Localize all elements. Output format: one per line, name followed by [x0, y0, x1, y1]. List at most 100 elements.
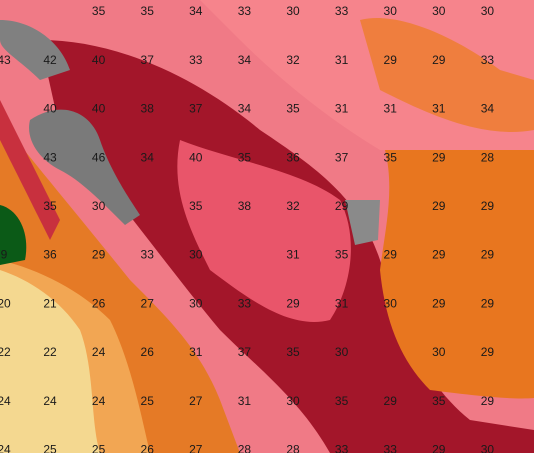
temperature-label: 29 — [481, 248, 495, 262]
temperature-label: 34 — [189, 4, 203, 18]
temperature-label: 46 — [92, 150, 106, 164]
temperature-label: 28 — [238, 442, 252, 453]
temperature-label: 29 — [286, 296, 300, 310]
temperature-label: 35 — [92, 4, 106, 18]
temperature-label: 31 — [238, 394, 252, 408]
temperature-label: 37 — [335, 150, 349, 164]
temperature-label: 24 — [0, 442, 11, 453]
pacific-coolest — [0, 270, 100, 453]
temperature-label: 37 — [141, 53, 155, 67]
temperature-label: 35 — [335, 248, 349, 262]
temperature-label: 34 — [481, 102, 495, 116]
gulf-of-mexico — [380, 150, 534, 399]
temperature-label: 33 — [481, 53, 495, 67]
temperature-label: 20 — [0, 296, 11, 310]
temperature-label: 32 — [286, 53, 300, 67]
temperature-label: 37 — [189, 102, 203, 116]
temperature-label: 26 — [141, 442, 155, 453]
temperature-label: 25 — [141, 394, 155, 408]
temperature-label: 9 — [1, 248, 8, 262]
temperature-label: 30 — [189, 296, 203, 310]
temperature-label: 36 — [43, 248, 57, 262]
gray-patch — [29, 109, 141, 225]
temperature-label: 31 — [335, 102, 349, 116]
temperature-label: 33 — [384, 442, 398, 453]
temperature-label: 25 — [92, 442, 106, 453]
temperature-label: 40 — [189, 150, 203, 164]
temperature-label: 35 — [141, 4, 155, 18]
temperature-label: 29 — [481, 199, 495, 213]
temperature-label: 35 — [286, 345, 300, 359]
temperature-label: 29 — [432, 248, 446, 262]
temperature-label: 29 — [432, 442, 446, 453]
temperature-label: 33 — [141, 248, 155, 262]
temperature-label: 43 — [0, 53, 11, 67]
temperature-label: 33 — [238, 296, 252, 310]
temperature-label: 35 — [432, 394, 446, 408]
temperature-label: 35 — [189, 199, 203, 213]
gray-patch — [345, 200, 380, 245]
temperature-label: 29 — [481, 394, 495, 408]
temperature-label: 33 — [335, 4, 349, 18]
temperature-label: 30 — [432, 4, 446, 18]
temperature-label: 42 — [43, 53, 57, 67]
temperature-label: 30 — [432, 345, 446, 359]
temperature-label: 43 — [43, 150, 57, 164]
temperature-label: 36 — [286, 150, 300, 164]
temperature-label: 27 — [189, 394, 203, 408]
temperature-label: 34 — [238, 102, 252, 116]
temperature-label: 35 — [384, 150, 398, 164]
temperature-label: 30 — [286, 394, 300, 408]
temperature-label: 22 — [0, 345, 11, 359]
temperature-label: 30 — [481, 4, 495, 18]
temperature-label: 24 — [92, 345, 106, 359]
temperature-label: 30 — [92, 199, 106, 213]
cold-patch — [0, 205, 27, 265]
temperature-label: 32 — [286, 199, 300, 213]
temperature-label: 35 — [335, 394, 349, 408]
temperature-label: 30 — [335, 345, 349, 359]
temperature-label: 29 — [481, 296, 495, 310]
temperature-label: 31 — [286, 248, 300, 262]
temperature-label: 29 — [92, 248, 106, 262]
plateau — [177, 140, 351, 322]
temperature-label: 33 — [238, 4, 252, 18]
temperature-label: 25 — [43, 442, 57, 453]
temperature-label: 29 — [432, 199, 446, 213]
temperature-label: 30 — [286, 4, 300, 18]
temperature-label: 29 — [384, 394, 398, 408]
temperature-label: 29 — [481, 345, 495, 359]
temperature-label: 31 — [335, 53, 349, 67]
temperature-label: 30 — [481, 442, 495, 453]
temperature-label: 28 — [481, 150, 495, 164]
temperature-label: 34 — [238, 53, 252, 67]
temperature-label: 40 — [92, 102, 106, 116]
temperature-label: 31 — [189, 345, 203, 359]
temperature-label: 33 — [189, 53, 203, 67]
temperature-label: 21 — [43, 296, 57, 310]
temperature-label: 38 — [141, 102, 155, 116]
baja-peninsula — [0, 100, 60, 240]
temperature-label: 40 — [92, 53, 106, 67]
temperature-label: 29 — [432, 150, 446, 164]
temperature-label: 22 — [43, 345, 57, 359]
temperature-label: 38 — [238, 199, 252, 213]
warm-patch — [360, 18, 534, 132]
temperature-label: 26 — [141, 345, 155, 359]
temperature-label: 24 — [0, 394, 11, 408]
temperature-label: 27 — [189, 442, 203, 453]
temperature-label: 37 — [238, 345, 252, 359]
temperature-label: 28 — [286, 442, 300, 453]
temperature-label: 30 — [189, 248, 203, 262]
temperature-label: 29 — [335, 199, 349, 213]
temperature-label: 29 — [432, 53, 446, 67]
temperature-label: 27 — [141, 296, 155, 310]
temperature-label: 31 — [335, 296, 349, 310]
gray-patch — [0, 20, 70, 80]
temperature-label: 35 — [43, 199, 57, 213]
temperature-label: 31 — [432, 102, 446, 116]
temperature-labels: 35 35 34 33 30 33 30 30 30 43 42 40 37 33 34 32 31 29 29 33… — [0, 4, 494, 453]
temperature-label: 26 — [92, 296, 106, 310]
temperature-label: 29 — [432, 296, 446, 310]
